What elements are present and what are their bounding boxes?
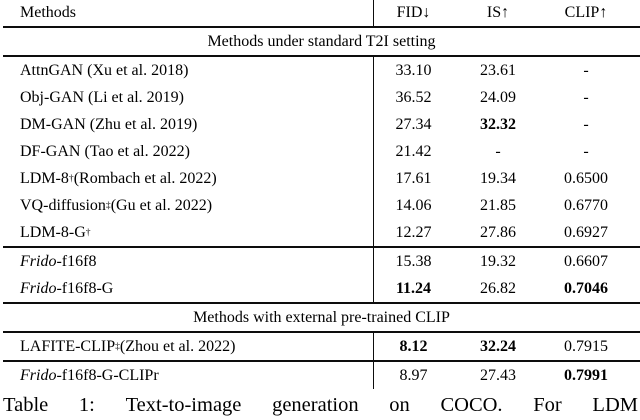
fid-cell: 12.27 [395, 223, 432, 241]
clip-cell: 0.7046 [564, 279, 608, 297]
method-text: Frido [20, 279, 57, 297]
method-text: LDM-8 [20, 169, 69, 187]
table-row: DM-GAN (Zhu et al. 2019) 27.34 32.32 - [3, 111, 640, 138]
horizontal-rule [3, 360, 640, 362]
method-text: -f16f8-G-CLIPr [56, 366, 159, 384]
method-text: Obj-GAN (Li et al. 2019) [20, 88, 184, 106]
method-cell: DF-GAN (Tao et al. 2022) [3, 138, 374, 165]
table-row: DF-GAN (Tao et al. 2022) 21.42 - - [3, 138, 640, 165]
table-row: VQ-diffusion ‡ (Gu et al. 2022) 14.06 21.85… [3, 192, 640, 219]
method-cell: LDM-8-G † [3, 219, 374, 246]
method-cell: Frido -f16f8 [3, 248, 374, 275]
horizontal-rule [3, 302, 640, 304]
fid-cell: 11.24 [395, 279, 432, 297]
is-cell: 21.85 [480, 196, 516, 214]
horizontal-rule [3, 55, 640, 57]
column-header-methods: Methods [3, 0, 374, 26]
table-row: LDM-8 † (Rombach et al. 2022) 17.61 19.34 0.… [3, 165, 640, 192]
table-row: LDM-8-G † 12.27 27.86 0.6927 [3, 219, 640, 246]
method-text: Frido [20, 366, 57, 384]
caption-word: 1: [78, 394, 95, 416]
clip-cell: 0.7915 [564, 337, 608, 355]
horizontal-rule [3, 331, 640, 333]
caption-word: For [533, 394, 562, 416]
is-cell: 24.09 [480, 88, 516, 106]
clip-cell: 0.6607 [564, 252, 608, 270]
method-text: (Rombach et al. 2022) [73, 169, 217, 187]
is-cell: 26.82 [480, 279, 516, 297]
caption-word: on [389, 394, 410, 416]
method-text: -f16f8 [56, 252, 97, 270]
caption-word: generation [272, 394, 359, 416]
is-cell: 23.61 [480, 61, 516, 79]
is-cell: 32.32 [480, 115, 516, 133]
table-caption: Table 1: Text-to-image generation on COCO. For… [3, 394, 640, 417]
table-row: Frido -f16f8 15.38 19.32 0.6607 [3, 248, 640, 275]
method-cell: VQ-diffusion ‡ (Gu et al. 2022) [3, 192, 374, 219]
method-cell: Obj-GAN (Li et al. 2019) [3, 84, 374, 111]
method-cell: Frido -f16f8-G [3, 275, 374, 302]
fid-cell: 15.38 [395, 252, 432, 270]
method-text: Frido [20, 252, 57, 270]
results-table: Methods FID↓ IS↑ CLIP↑ Methods under sta… [3, 0, 640, 389]
fid-cell: 33.10 [395, 61, 432, 79]
method-text: -f16f8-G [56, 279, 114, 297]
column-header-clip: CLIP↑ [564, 4, 608, 21]
method-text: (Zhou et al. 2022) [119, 337, 236, 355]
clip-cell: 0.7991 [564, 366, 608, 384]
table-header-row: Methods FID↓ IS↑ CLIP↑ [3, 0, 640, 26]
method-cell: LDM-8 † (Rombach et al. 2022) [3, 165, 374, 192]
caption-word: Table [3, 394, 49, 416]
method-text: (Gu et al. 2022) [110, 196, 213, 214]
caption-word: Text-to-image [125, 394, 242, 416]
method-text: VQ-diffusion [20, 196, 106, 214]
method-text: LDM-8-G [20, 223, 86, 241]
method-text: AttnGAN (Xu et al. 2018) [20, 61, 189, 79]
fid-cell: 17.61 [395, 169, 432, 187]
clip-cell: - [583, 142, 589, 160]
horizontal-rule [3, 246, 640, 248]
column-header-is: IS↑ [486, 4, 510, 21]
is-cell: 27.86 [480, 223, 516, 241]
clip-cell: - [583, 61, 589, 79]
method-cell: DM-GAN (Zhu et al. 2019) [3, 111, 374, 138]
column-header-fid: FID↓ [396, 4, 431, 21]
fid-cell: 14.06 [395, 196, 432, 214]
table-row: Obj-GAN (Li et al. 2019) 36.52 24.09 - [3, 84, 640, 111]
is-cell: 19.32 [480, 252, 516, 270]
is-cell: 19.34 [480, 169, 516, 187]
is-cell: - [495, 142, 501, 160]
method-text: DF-GAN (Tao et al. 2022) [20, 142, 190, 160]
clip-cell: - [583, 115, 589, 133]
method-text: DM-GAN (Zhu et al. 2019) [20, 115, 198, 133]
is-cell: 27.43 [480, 366, 516, 384]
clip-cell: 0.6927 [564, 223, 608, 241]
method-cell: AttnGAN (Xu et al. 2018) [3, 57, 374, 84]
caption-word: COCO. [440, 394, 503, 416]
section-header: Methods with external pre-trained CLIP [193, 309, 450, 326]
method-cell: Frido -f16f8-G-CLIPr [3, 362, 374, 389]
table-row: LAFITE-CLIP ‡ (Zhou et al. 2022) 8.12 32.24… [3, 333, 640, 360]
caption-word: LDM [592, 394, 638, 416]
table-body: Methods under standard T2I setting AttnGA… [3, 26, 640, 389]
fid-cell: 8.12 [399, 337, 428, 355]
method-cell: LAFITE-CLIP ‡ (Zhou et al. 2022) [3, 333, 374, 360]
table-row: Frido -f16f8-G-CLIPr 8.97 27.43 0.7991 [3, 362, 640, 389]
clip-cell: 0.6500 [564, 169, 608, 187]
method-text: LAFITE-CLIP [20, 337, 116, 355]
is-cell: 32.24 [480, 337, 516, 355]
fid-cell: 36.52 [395, 88, 432, 106]
fid-cell: 8.97 [399, 366, 428, 384]
section-header: Methods under standard T2I setting [207, 33, 436, 50]
clip-cell: - [583, 88, 589, 106]
horizontal-rule [3, 26, 640, 28]
fid-cell: 27.34 [395, 115, 432, 133]
table-row: AttnGAN (Xu et al. 2018) 33.10 23.61 - [3, 57, 640, 84]
fid-cell: 21.42 [395, 142, 432, 160]
table-row: Frido -f16f8-G 11.24 26.82 0.7046 [3, 275, 640, 302]
clip-cell: 0.6770 [564, 196, 608, 214]
